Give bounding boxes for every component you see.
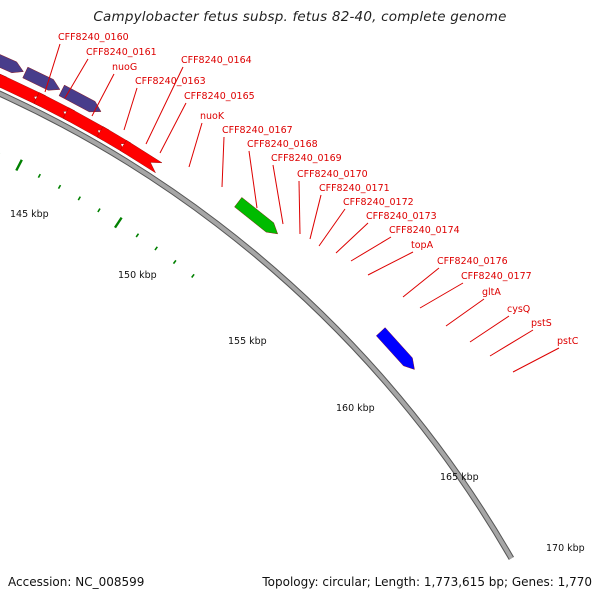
label-leader-5 xyxy=(159,102,187,154)
gene-label-10: CFF8240_0170 xyxy=(297,169,368,180)
scale-label-3: 160 kbp xyxy=(336,403,375,414)
gene-label-8: CFF8240_0168 xyxy=(247,139,318,150)
scale-tick xyxy=(154,246,158,251)
gene-label-13: CFF8240_0173 xyxy=(366,211,437,222)
label-leader-11 xyxy=(309,194,322,240)
scale-labels: 145 kbp 150 kbp 155 kbp 160 kbp 165 kbp 170 k… xyxy=(10,209,585,554)
backbone-outline xyxy=(0,90,514,560)
label-leader-4 xyxy=(145,66,184,145)
scale-label-5: 170 kbp xyxy=(546,543,585,554)
scale-ticks xyxy=(0,153,195,278)
label-leader-7 xyxy=(221,136,225,188)
scale-label-0: 145 kbp xyxy=(10,209,49,220)
backbone-ring xyxy=(0,91,514,560)
gene-labels: CFF8240_0160 CFF8240_0161 nuoG CFF8240_0163… xyxy=(44,32,579,373)
gene-label-11: CFF8240_0171 xyxy=(319,183,390,194)
label-leader-21 xyxy=(512,347,560,373)
accession-label: Accession: NC_008599 xyxy=(8,575,145,589)
label-leader-10 xyxy=(298,180,301,235)
scale-tick xyxy=(172,259,177,265)
gene-label-9: CFF8240_0169 xyxy=(271,153,342,164)
genome-backbone xyxy=(0,90,514,560)
gene-label-14: CFF8240_0174 xyxy=(389,225,460,236)
gene-label-12: CFF8240_0172 xyxy=(343,197,414,208)
gene-label-21: pstC xyxy=(557,336,579,347)
scale-tick xyxy=(97,208,101,213)
label-leader-12 xyxy=(318,208,346,247)
label-leader-6 xyxy=(188,122,203,168)
forward-feature-14 xyxy=(376,327,415,370)
scale-tick xyxy=(57,184,62,189)
scale-tick xyxy=(37,173,42,178)
label-leader-0 xyxy=(44,43,61,93)
gene-label-2: nuoG xyxy=(112,62,137,73)
gene-label-7: CFF8240_0167 xyxy=(222,125,293,136)
label-leader-2 xyxy=(91,73,115,117)
label-leader-14 xyxy=(350,236,392,262)
gene-label-18: gltA xyxy=(482,287,501,298)
label-leader-18 xyxy=(445,298,485,327)
forward-feature-12 xyxy=(58,84,102,113)
gene-label-5: CFF8240_0165 xyxy=(184,91,255,102)
label-leader-1 xyxy=(64,58,89,99)
genome-summary: Topology: circular; Length: 1,773,615 bp… xyxy=(262,575,592,589)
gene-label-19: cysQ xyxy=(507,304,530,315)
scale-label-1: 150 kbp xyxy=(118,270,157,281)
gene-label-6: nuoK xyxy=(200,111,225,122)
gene-label-1: CFF8240_0161 xyxy=(86,47,157,58)
gene-label-17: CFF8240_0177 xyxy=(461,271,532,282)
forward-feature-13 xyxy=(234,197,279,235)
label-leader-13 xyxy=(335,222,369,254)
scale-tick xyxy=(113,216,123,229)
label-leader-8 xyxy=(248,150,258,209)
scale-tick xyxy=(191,273,195,278)
label-leader-16 xyxy=(402,267,440,298)
scale-tick xyxy=(15,159,23,172)
gene-label-3: CFF8240_0163 xyxy=(135,76,206,87)
forward-feature-10 xyxy=(0,54,24,74)
gene-label-0: CFF8240_0160 xyxy=(58,32,129,43)
scale-tick xyxy=(135,233,140,238)
scale-label-2: 155 kbp xyxy=(228,336,267,347)
scale-tick xyxy=(77,196,81,201)
gene-label-20: pstS xyxy=(531,318,552,329)
gene-label-15: topA xyxy=(411,240,434,251)
label-leader-20 xyxy=(489,329,534,357)
label-leader-15 xyxy=(367,251,414,276)
map-title: Campylobacter fetus subsp. fetus 82-40, … xyxy=(93,9,507,25)
gene-label-16: CFF8240_0176 xyxy=(437,256,508,267)
label-leader-17 xyxy=(419,282,464,309)
reverse-feature-34 xyxy=(119,140,163,174)
gene-label-4: CFF8240_0164 xyxy=(181,55,252,66)
scale-label-4: 165 kbp xyxy=(440,472,479,483)
label-leader-3 xyxy=(123,87,138,131)
feature-tracks xyxy=(0,54,415,370)
label-leader-19 xyxy=(469,315,510,343)
label-leader-9 xyxy=(272,164,284,225)
forward-feature-11 xyxy=(22,66,61,91)
